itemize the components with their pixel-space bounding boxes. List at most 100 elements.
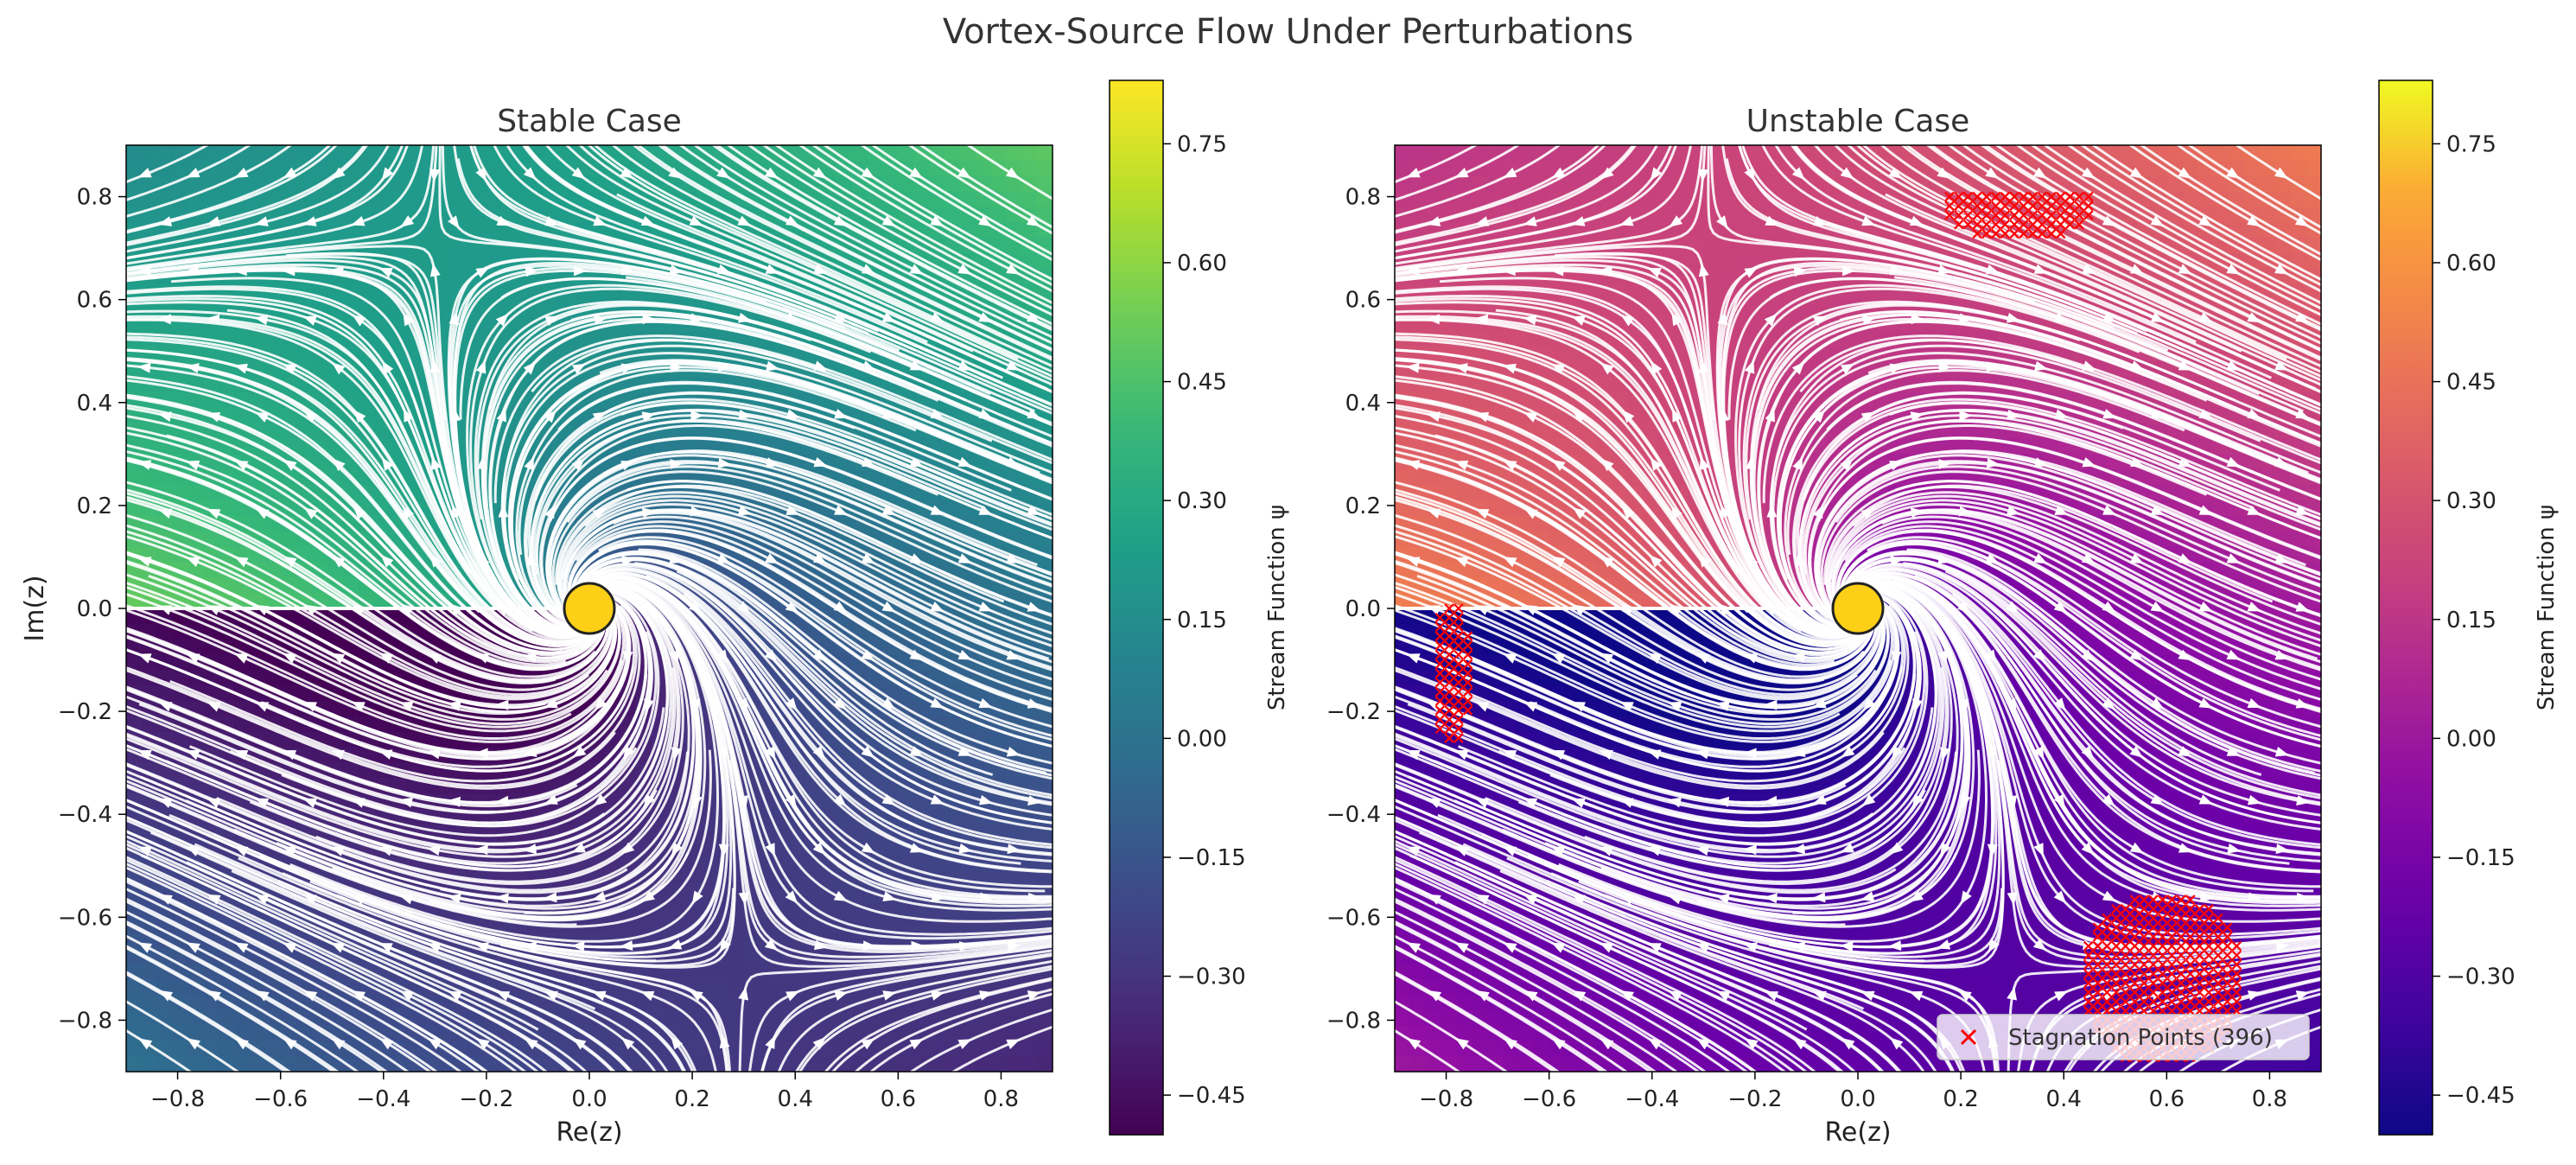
stagnation-point-marker — [2157, 922, 2168, 933]
streamline — [599, 359, 1053, 481]
stagnation-point-marker — [2092, 996, 2103, 1007]
streamline-arrow — [2178, 264, 2192, 275]
stagnation-point-marker — [2046, 228, 2057, 239]
streamline — [1407, 592, 1919, 814]
streamline-arrow — [1523, 798, 1538, 809]
streamline-arrow — [1426, 314, 1440, 325]
streamline-arrow — [2130, 360, 2145, 371]
stagnation-point-marker — [2166, 969, 2178, 979]
streamline-arrow — [2033, 457, 2049, 468]
stagnation-point-marker — [2166, 904, 2178, 914]
stagnation-point-marker — [2037, 201, 2047, 212]
streamline-arrow — [1937, 650, 1948, 665]
streamline-arrow — [378, 845, 393, 856]
streamline — [1418, 831, 1937, 1072]
streamline-arrow — [1621, 506, 1635, 519]
streamline — [1867, 359, 2321, 481]
streamline-arrow — [1503, 167, 1517, 178]
streamline — [126, 357, 600, 647]
streamline-arrow — [234, 1038, 249, 1050]
streamline-arrow — [909, 843, 925, 853]
streamline-arrow — [1695, 845, 1709, 856]
streamline-arrow — [2247, 505, 2261, 515]
streamline-arrow — [833, 697, 847, 710]
stagnation-point-marker — [1434, 686, 1446, 697]
streamline-arrow — [1743, 748, 1757, 759]
streamline — [1893, 276, 2321, 425]
streamline-arrow — [909, 360, 924, 371]
streamline — [126, 972, 288, 1072]
streamline-arrow — [813, 553, 828, 564]
streamline-arrow — [186, 749, 200, 761]
stagnation-point-marker — [2222, 922, 2233, 933]
streamline — [1395, 332, 1867, 644]
colorbar-label: Stream Function ψ — [2534, 505, 2560, 710]
colorbar-tick-label: −0.30 — [1177, 964, 1246, 990]
streamline-arrow — [2102, 793, 2115, 807]
stagnation-point-marker — [2204, 922, 2214, 933]
stagnation-point-marker — [2166, 950, 2178, 961]
streamline-arrow — [1406, 942, 1421, 953]
streamline-arrow — [2274, 167, 2288, 179]
streamline-arrow — [233, 265, 247, 277]
streamline-arrow — [2178, 843, 2193, 853]
stagnation-point-marker — [2018, 191, 2029, 202]
streamline-arrow — [2227, 843, 2242, 854]
stagnation-point-marker — [2222, 969, 2233, 979]
stagnation-point-marker — [1434, 659, 1446, 670]
panel-title: Stable Case — [497, 104, 682, 139]
streamline-arrow — [689, 215, 703, 226]
colorbar-gradient — [1109, 80, 1164, 1136]
streamline-arrow — [786, 409, 800, 419]
streamline-arrow — [978, 794, 993, 805]
streamline — [561, 503, 1053, 656]
stagnation-point-marker — [1981, 228, 1992, 239]
streamline-arrow — [1669, 215, 1683, 227]
streamline — [281, 592, 653, 827]
streamline — [2139, 145, 2321, 256]
stagnation-point-marker — [2176, 922, 2186, 933]
streamline-arrow — [1405, 264, 1420, 276]
streamline — [1395, 888, 1732, 1072]
streamline — [1800, 414, 2321, 624]
streamline-arrow — [2007, 986, 2018, 1001]
streamline-arrow — [525, 266, 539, 277]
stagnation-point-marker — [2194, 959, 2205, 970]
streamline-arrow — [2274, 360, 2289, 371]
streamline-arrow — [1027, 698, 1041, 709]
streamline-arrow — [1523, 216, 1537, 226]
streamline-arrow — [1600, 1038, 1614, 1050]
streamline — [126, 332, 599, 644]
streamline — [170, 277, 593, 637]
streamline-arrow — [2274, 553, 2289, 563]
streamline — [126, 843, 588, 1072]
streamline-arrow — [2033, 167, 2047, 179]
streamline — [1395, 145, 1707, 271]
streamline-arrow — [592, 990, 607, 1002]
streamline-arrow — [2102, 505, 2117, 515]
stagnation-point-marker — [1444, 705, 1454, 716]
streamline — [126, 592, 572, 733]
streamline-arrow — [475, 360, 487, 374]
stagnation-point-marker — [2157, 940, 2168, 952]
stagnation-point-marker — [1453, 733, 1464, 743]
streamline-arrow — [137, 557, 152, 567]
streamline-arrow — [1599, 846, 1613, 856]
streamline-arrow — [1889, 363, 1904, 374]
streamline — [634, 562, 1053, 817]
streamline-arrow — [2054, 312, 2069, 322]
streamline-arrow — [255, 798, 270, 809]
streamline-arrow — [1427, 894, 1441, 905]
streamline — [2015, 145, 2321, 316]
streamline-arrow — [690, 313, 704, 324]
stagnation-point-marker — [2139, 987, 2149, 998]
streamline — [1813, 145, 2242, 353]
streamline-arrow — [2226, 264, 2241, 275]
stagnation-point-marker — [2185, 959, 2196, 970]
streamline-arrow — [2032, 939, 2047, 951]
streamline — [126, 601, 626, 740]
streamline — [1395, 145, 1479, 184]
streamline — [587, 145, 1019, 360]
streamline-arrow — [1028, 892, 1042, 903]
streamline-arrow — [737, 697, 748, 712]
